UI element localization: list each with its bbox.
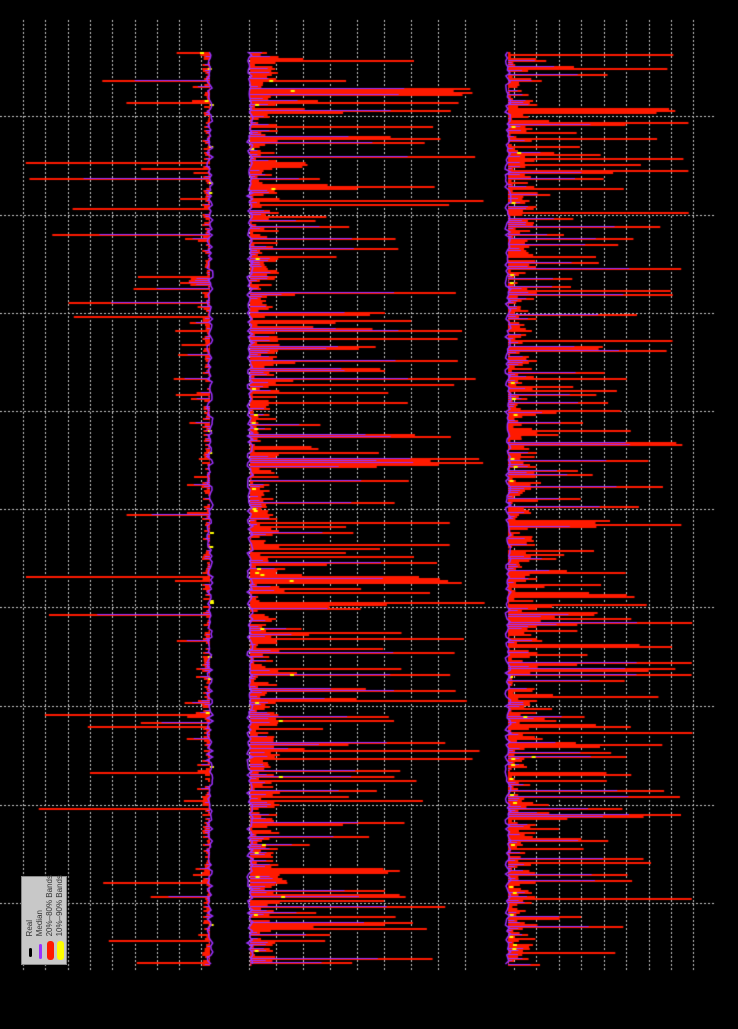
legend-label-20-80: 20%–80% Bands <box>45 874 54 936</box>
legend-swatch-median <box>39 944 42 959</box>
legend-swatch-real <box>29 948 32 957</box>
legend-label-median: Median <box>35 909 44 936</box>
legend-label-10-90: 10%–90% Bands <box>55 874 64 936</box>
chart-legend: Real Median 20%–80% Bands 10%–90% Bands <box>21 875 67 965</box>
legend-item-real: Real <box>25 875 35 960</box>
legend-item-10-90: 10%–90% Bands <box>55 875 65 960</box>
legend-item-median: Median <box>35 875 45 960</box>
legend-swatch-20-80 <box>47 941 54 960</box>
legend-item-20-80: 20%–80% Bands <box>45 875 55 960</box>
legend-label-real: Real <box>25 919 34 936</box>
legend-swatch-10-90 <box>57 941 64 960</box>
